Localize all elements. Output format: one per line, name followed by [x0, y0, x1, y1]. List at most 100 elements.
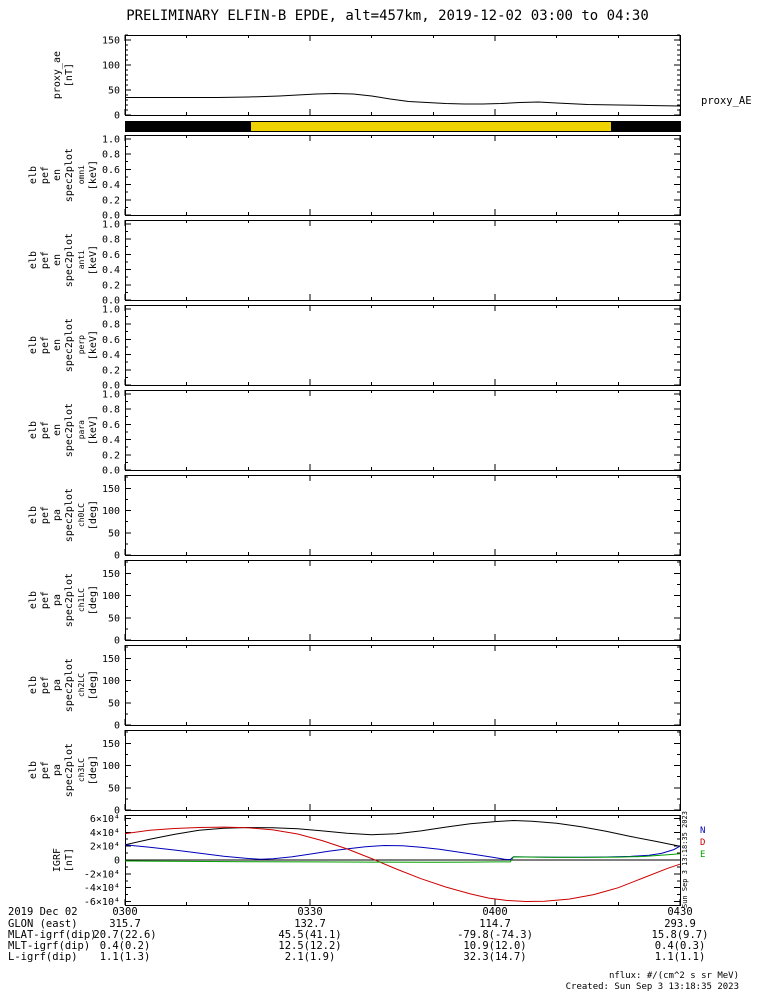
ephemeris-row-label: L-igrf(dip) [8, 951, 78, 963]
elb_pef_pa_spec2plot_ch0LC-ytick: 150 [102, 484, 120, 495]
elb_pef_en_spec2plot_omni-ytick: 0.8 [102, 150, 120, 161]
elb_pef_pa_spec2plot_ch2LC-ylabel: elb pef pa spec2plot ch2LC [deg] [24, 645, 102, 725]
ylabel-line: elb [27, 335, 39, 355]
ylabel-line: elb [27, 165, 39, 185]
ylabel-line: en [51, 423, 63, 437]
B_E-label: E [700, 850, 705, 860]
ylabel-line: spec2plot [63, 402, 75, 458]
proxy_ae-ytick: 50 [108, 86, 120, 97]
ylabel-line: spec2plot [63, 317, 75, 373]
elb_pef_en_spec2plot_para-ylabel: elb pef en spec2plot para [keV] [24, 390, 102, 470]
ephemeris-value: 12.5(12.2) [278, 940, 342, 952]
side-timestamp: Sun Sep 3 13:18:35 2023 [681, 811, 689, 908]
ephemeris-value: 1.1(1.1) [654, 951, 706, 963]
elb_pef_en_spec2plot_para-ytick: 0.4 [102, 435, 120, 446]
elb_pef_en_spec2plot_perp-ylabel: elb pef en spec2plot perp [keV] [24, 305, 102, 385]
proxy_ae-ytick: 100 [102, 61, 120, 72]
proxy_ae-ytick: 0 [114, 111, 120, 122]
ylabel-line: [deg] [87, 499, 99, 531]
ephemeris-value: 20.7(22.6) [93, 929, 157, 941]
ylabel-line: [deg] [87, 584, 99, 616]
elb_pef_pa_spec2plot_ch1LC-ylabel: elb pef pa spec2plot ch1LC [deg] [24, 560, 102, 640]
nflux-units-note: nflux: #/(cm^2 s sr MeV) [608, 971, 739, 981]
ephemeris-value: -79.8(-74.3) [457, 929, 533, 941]
elb_pef_en_spec2plot_anti-ytick: 0.8 [102, 235, 120, 246]
elb_pef_en_spec2plot_para-ytick: 0.8 [102, 405, 120, 416]
elb_pef_pa_spec2plot_ch3LC-ytick: 100 [102, 761, 120, 772]
elb_pef_en_spec2plot_perp-ytick: 1.0 [102, 304, 120, 315]
igrf-ytick: 2×10⁴ [90, 842, 120, 853]
ylabel-line: para [76, 420, 86, 440]
plot-title: PRELIMINARY ELFIN-B EPDE, alt=457km, 201… [126, 8, 649, 24]
ylabel-line: [keV] [87, 159, 99, 191]
ephemeris-row-4: L-igrf(dip) 1.1(1.3) 2.1(1.9) 32.3(14.7) 1.1… [0, 951, 775, 963]
ylabel-line: ch2LC [76, 672, 86, 698]
elb_pef_en_spec2plot_omni-ytick: 0.2 [102, 195, 120, 206]
ephemeris-value: 0430 [667, 906, 693, 918]
B_D-label: D [700, 838, 705, 848]
ylabel-line: spec2plot [63, 572, 75, 628]
elb_pef_en_spec2plot_anti-ylabel: elb pef en spec2plot anti [keV] [24, 220, 102, 300]
elb_pef_en_spec2plot_omni-ytick: 0.4 [102, 180, 120, 191]
B_E-line [124, 853, 681, 863]
ephemeris-row-2: MLAT-igrf(dip) 20.7(22.6) 45.5(41.1) -79.8(… [0, 929, 775, 941]
elb_pef_en_spec2plot_perp-ytick: 0.6 [102, 335, 120, 346]
igrf-ytick: -4×10⁴ [84, 883, 120, 894]
ephemeris-row-label: GLON (east) [8, 918, 78, 930]
igrf-ytick: -2×10⁴ [84, 869, 120, 880]
ephemeris-row-3: MLT-igrf(dip) 0.4(0.2) 12.5(12.2) 10.9(12.0… [0, 940, 775, 952]
ylabel-line: perp [76, 335, 86, 355]
ephemeris-row-0: 2019 Dec 02 0300 0330 0400 0430 [0, 906, 775, 918]
elb_pef_en_spec2plot_para-ytick: 1.0 [102, 389, 120, 400]
ylabel-line: pa [51, 763, 63, 777]
ylabel-line: en [51, 168, 63, 182]
ylabel-line: elb [27, 505, 39, 525]
elb_pef_en_spec2plot_anti-ytick: 1.0 [102, 219, 120, 230]
elb_pef_pa_spec2plot_ch3LC-ytick: 150 [102, 739, 120, 750]
science-zone-bar-segment [611, 121, 680, 131]
ylabel-line: [deg] [87, 754, 99, 786]
ephemeris-value: 45.5(41.1) [278, 929, 342, 941]
ephemeris-row-label: MLT-igrf(dip) [8, 940, 91, 952]
ylabel-line: pef [39, 165, 51, 185]
ylabel-line: [nT] [63, 62, 75, 88]
proxy_AE-line [125, 92, 681, 107]
ylabel-line: elb [27, 590, 39, 610]
ylabel-line: pef [39, 760, 51, 780]
science-zone-bar-segment [250, 121, 612, 131]
elb_pef_en_spec2plot_omni-ytick: 0.0 [102, 211, 120, 222]
ephemeris-value: 293.9 [664, 918, 696, 930]
ylabel-line: pa [51, 593, 63, 607]
ylabel-line: spec2plot [63, 147, 75, 203]
ylabel-line: proxy_ae [51, 50, 63, 100]
ylabel-line: IGRF [51, 847, 63, 873]
ephemeris-value: 132.7 [294, 918, 326, 930]
ephemeris-row-label: MLAT-igrf(dip) [8, 929, 97, 941]
elb_pef_en_spec2plot_perp-ytick: 0.8 [102, 320, 120, 331]
elb_pef_pa_spec2plot_ch2LC-ytick: 0 [114, 721, 120, 732]
ylabel-line: pef [39, 420, 51, 440]
elb_pef_pa_spec2plot_ch3LC-ytick: 0 [114, 806, 120, 817]
ephemeris-row-1: GLON (east) 315.7 132.7 114.7 293.9 [0, 918, 775, 930]
ephemeris-value: 0300 [112, 906, 138, 918]
ylabel-line: [keV] [87, 329, 99, 361]
elb_pef_en_spec2plot_anti-ytick: 0.6 [102, 250, 120, 261]
elb_pef_pa_spec2plot_ch0LC-ylabel: elb pef pa spec2plot ch0LC [deg] [24, 475, 102, 555]
ylabel-line: pa [51, 678, 63, 692]
elb_pef_pa_spec2plot_ch1LC-ytick: 50 [108, 613, 120, 624]
elb_pef_pa_spec2plot_ch0LC-ytick: 0 [114, 551, 120, 562]
igrf-ytick: 6×10⁴ [90, 814, 120, 825]
proxy_ae-ytick: 150 [102, 36, 120, 47]
elb_pef_en_spec2plot_para-ytick: 0.0 [102, 466, 120, 477]
ylabel-line: en [51, 338, 63, 352]
elb_pef_en_spec2plot_para-ytick: 0.6 [102, 420, 120, 431]
proxy_ae-ylabel: proxy_ae [nT] [24, 35, 102, 115]
ephemeris-value: 0400 [482, 906, 508, 918]
ylabel-line: omni [76, 165, 86, 185]
created-timestamp: Created: Sun Sep 3 13:18:35 2023 [565, 982, 739, 992]
elb_pef_en_spec2plot_perp-ytick: 0.0 [102, 381, 120, 392]
science-zone-bar-segment [125, 121, 251, 131]
B_N-label: N [700, 826, 705, 836]
